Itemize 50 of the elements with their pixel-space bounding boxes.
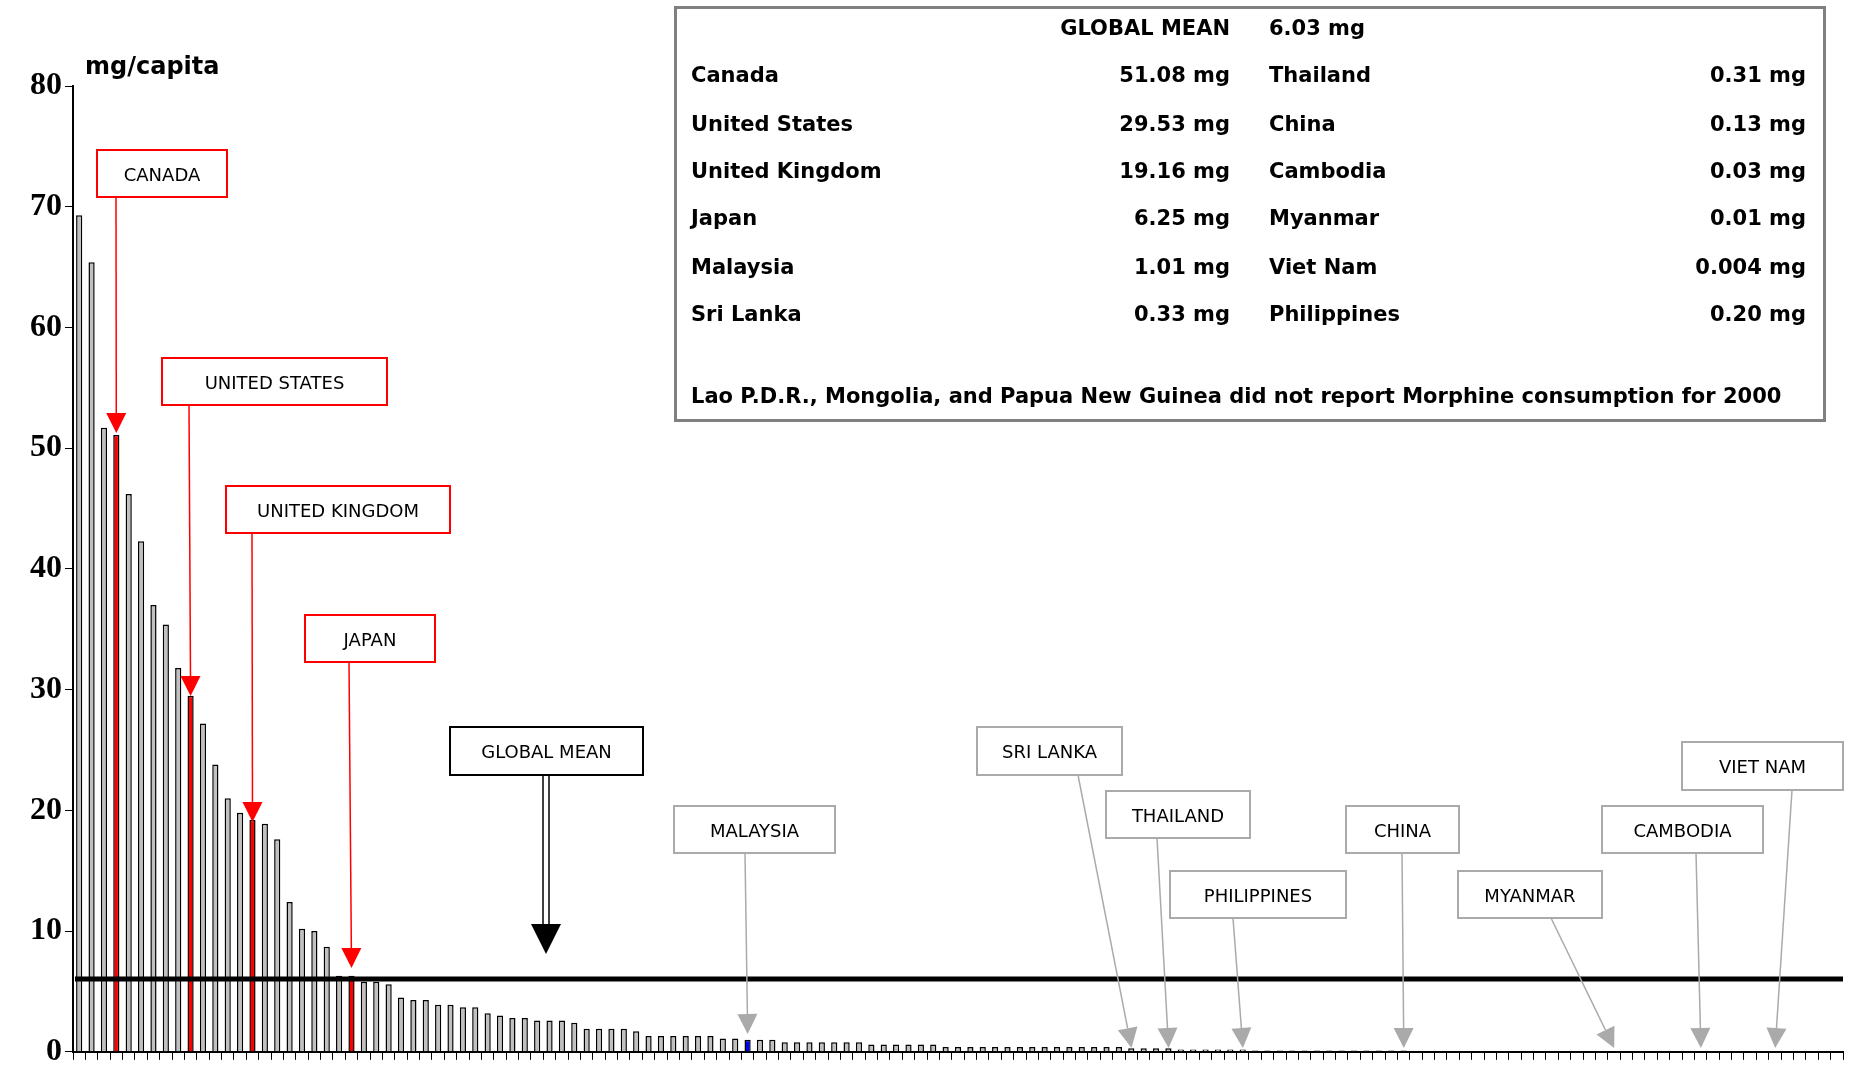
text: GLOBAL MEAN (1060, 16, 1230, 40)
annotation: Sri Lanka (691, 302, 802, 326)
annotation: 0.004 mg (1695, 255, 1806, 279)
annotation: Viet Nam (1269, 255, 1378, 279)
annotation: Canada (691, 63, 779, 87)
annotation: 29.53 mg (1119, 112, 1230, 136)
annotation: United States (691, 112, 853, 136)
annotation: Malaysia (691, 255, 795, 279)
annotation: United Kingdom (691, 159, 882, 183)
y-tick-label: 70 (30, 185, 62, 222)
annotation: CANADA (123, 163, 201, 185)
annotation: 0.01 mg (1709, 206, 1806, 230)
annotation: 19.16 mg (1119, 159, 1230, 183)
annotation: Myanmar (1269, 206, 1380, 230)
annotation: MYANMAR (1484, 884, 1576, 906)
annotation: PHILIPPINES (1203, 884, 1313, 906)
annotation: Cambodia (1269, 159, 1387, 183)
annotation: UNITED STATES (204, 371, 345, 393)
y-tick-label: 50 (30, 427, 62, 464)
text: 6.03 mg (1269, 16, 1366, 40)
annotation: 0.03 mg (1709, 159, 1806, 183)
annotation: THAILAND (1130, 804, 1225, 826)
y-tick-label: 30 (30, 668, 62, 705)
y-tick-label: 10 (30, 910, 62, 947)
annotation: China (1269, 112, 1336, 136)
annotation: 0.20 mg (1709, 302, 1806, 326)
annotation: SRI LANKA (1002, 741, 1098, 762)
annotation: 1.01 mg (1133, 255, 1230, 279)
annotation: 51.08 mg (1119, 63, 1230, 87)
annotation: 0.13 mg (1709, 112, 1806, 136)
y-tick-label: 0 (46, 1031, 62, 1068)
y-tick-label: 40 (30, 548, 62, 585)
annotation: 0.31 mg (1709, 63, 1806, 87)
annotation: Lao P.D.R., Mongolia, and Papua New Guinea did not report Morphine consumption for 2000 (691, 384, 1782, 408)
annotation: Philippines (1269, 302, 1400, 326)
annotation: 6.25 mg (1133, 206, 1230, 230)
y-tick-label: 20 (30, 789, 62, 826)
annotation: 0.33 mg (1133, 302, 1230, 326)
annotation: CAMBODIA (1633, 819, 1733, 841)
annotation: UNITED KINGDOM (257, 499, 419, 521)
ref-line-label: GLOBAL MEAN (481, 741, 612, 762)
annotation: JAPAN (342, 628, 397, 650)
annotation: CHINA (1373, 819, 1432, 841)
annotation: MALAYSIA (709, 819, 800, 841)
annotation: Thailand (1269, 63, 1371, 87)
annotation: Japan (691, 206, 758, 230)
y-axis-title: mg/capita (85, 52, 220, 80)
y-tick-label: 80 (30, 65, 62, 102)
annotation: VIET NAM (1718, 756, 1807, 777)
y-tick-label: 60 (30, 306, 62, 343)
